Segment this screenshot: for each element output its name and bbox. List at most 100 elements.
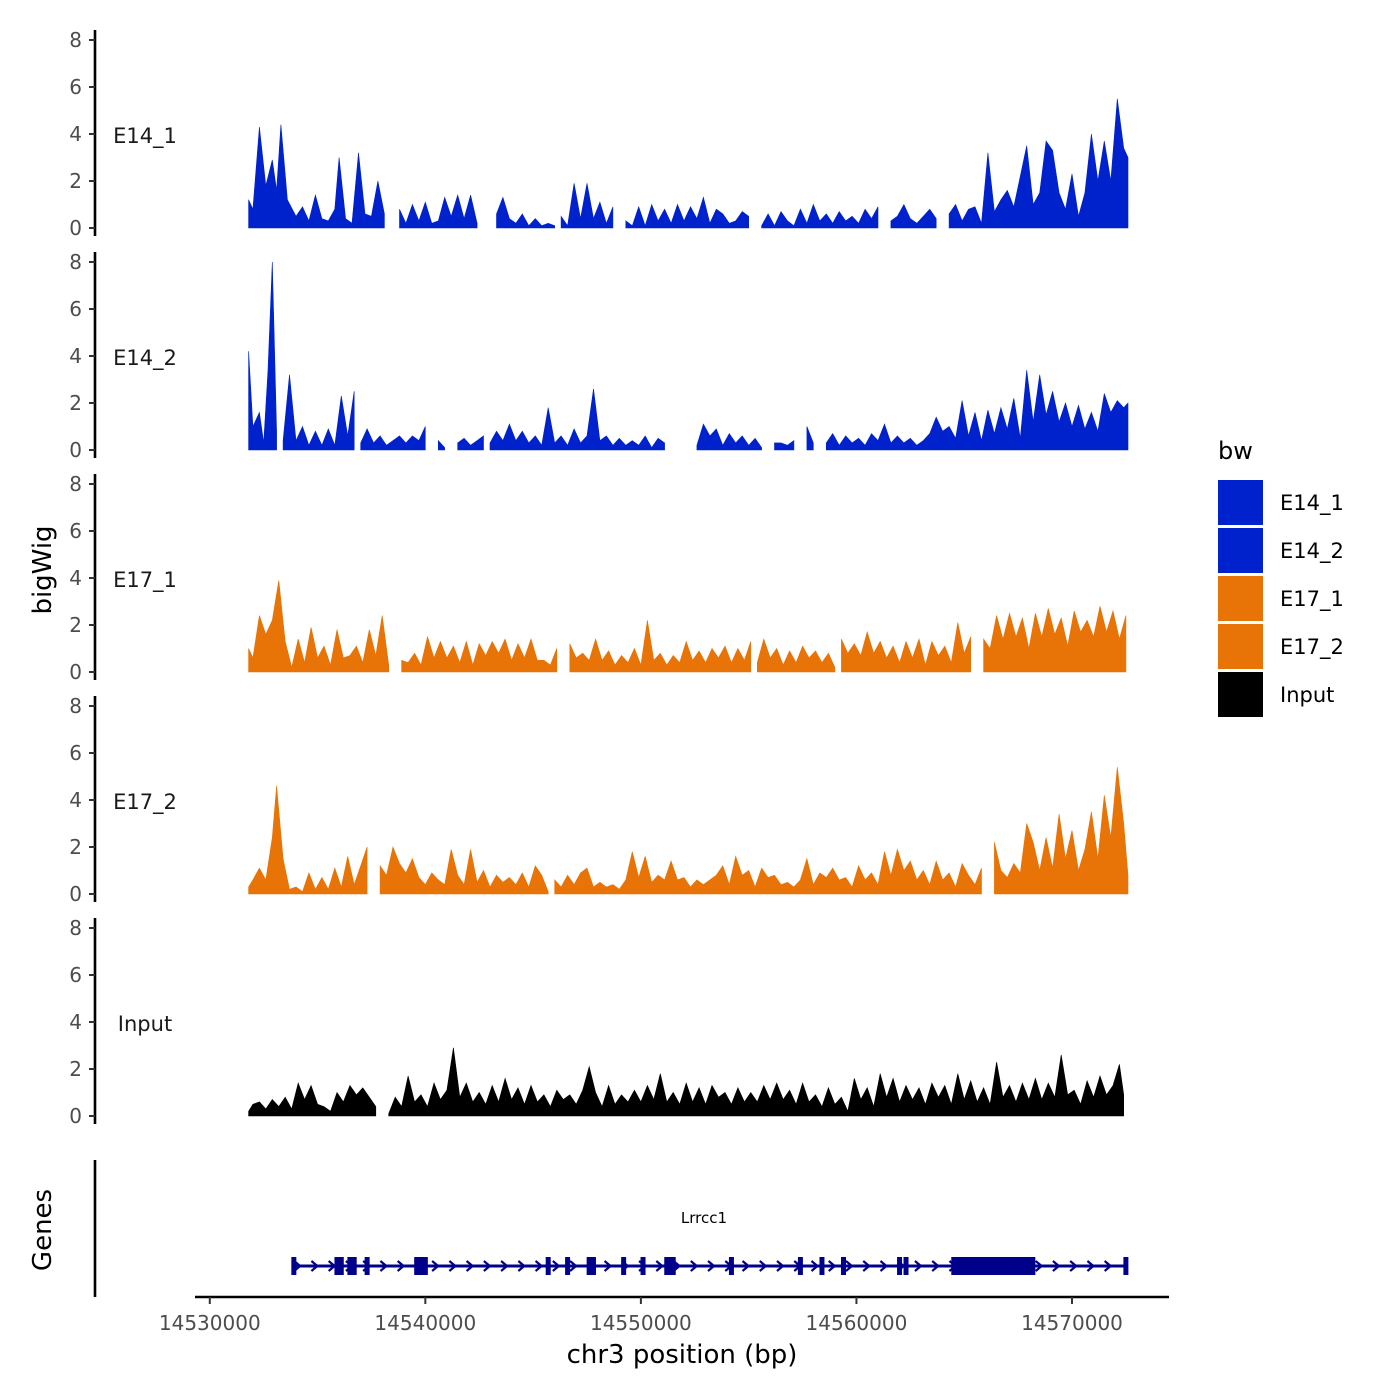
x-axis-title: chr3 position (bp): [567, 1340, 798, 1370]
x-axis: 14530000 14540000 14550000 14560000 14570000: [159, 1295, 1169, 1335]
y-tick-label: 2: [69, 169, 82, 193]
signal-area: [360, 426, 426, 451]
strand-arrow: [379, 1260, 389, 1272]
strand-arrow: [741, 1260, 751, 1272]
strand-arrow: [1052, 1260, 1061, 1272]
exon: [670, 1257, 676, 1275]
y-tick-label: 2: [69, 835, 82, 859]
exon: [1123, 1257, 1129, 1275]
signal-area: [401, 635, 558, 673]
signal-area: [826, 370, 1129, 451]
signal-area: [560, 183, 614, 229]
y-tick-label: 0: [69, 438, 82, 462]
track-E17_1: 0 2 4 6 8 E17_1: [69, 472, 1127, 684]
y-tick-label: 4: [69, 1010, 82, 1034]
strand-arrow: [690, 1260, 699, 1272]
y-tick-label: 8: [69, 916, 82, 940]
exon: [897, 1257, 903, 1275]
signal-area: [841, 622, 971, 673]
exon: [586, 1257, 592, 1275]
strand-arrow: [776, 1260, 785, 1272]
exon: [565, 1257, 571, 1275]
track-label: E17_2: [113, 790, 177, 815]
track-E14_2: 0 2 4 6 8 E14_2: [69, 250, 1129, 462]
y-tick-label: 0: [69, 882, 82, 906]
signal-area: [248, 261, 277, 451]
signal-area: [569, 620, 752, 673]
exon: [621, 1257, 627, 1275]
exon: [797, 1257, 803, 1275]
y-tick-label: 4: [69, 344, 82, 368]
strand-arrow: [879, 1260, 889, 1272]
strand-arrow: [1034, 1260, 1044, 1272]
legend-swatch: [1218, 624, 1263, 669]
legend-label: E14_1: [1280, 491, 1344, 516]
legend-label: E14_2: [1280, 539, 1344, 564]
legend-label: Input: [1280, 683, 1334, 707]
signal-area: [248, 1082, 377, 1117]
strand-arrow: [534, 1260, 544, 1272]
strand-arrow: [828, 1260, 837, 1272]
strand-arrow: [1069, 1260, 1078, 1272]
strand-arrow: [396, 1260, 406, 1272]
y-tick-label: 6: [69, 963, 82, 987]
gene-name-label: Lrrcc1: [681, 1209, 727, 1227]
strand-arrow: [500, 1260, 509, 1272]
y-tick-label: 6: [69, 75, 82, 99]
y-tick-label: 0: [69, 660, 82, 684]
signal-area: [948, 98, 1129, 229]
track-Input: 0 2 4 6 8 Input: [69, 916, 1124, 1128]
legend-swatch: [1218, 576, 1263, 621]
strand-arrow: [517, 1260, 527, 1272]
gene-track: Lrrcc1: [93, 1160, 1129, 1297]
y-tick-label: 8: [69, 250, 82, 274]
track-label: Input: [118, 1012, 172, 1036]
track-label: E17_1: [113, 568, 177, 593]
signal-area: [438, 439, 445, 451]
signal-area: [282, 374, 355, 451]
track-E14_1: 0 2 4 6 8 E14_1: [69, 28, 1129, 240]
exon: [640, 1257, 646, 1275]
x-tick-label: 14560000: [806, 1311, 908, 1335]
signal-area: [806, 426, 814, 451]
exon: [841, 1257, 847, 1275]
y-tick-label: 0: [69, 216, 82, 240]
strand-arrow: [931, 1260, 940, 1272]
signal-tracks: 0 2 4 6 8 E14_1 0 2 4 6 8 E14_2 0 2 4 6 8 E17_1 0 2 4 6 8 E17_2…: [69, 28, 1129, 1128]
exon: [666, 1257, 672, 1275]
strand-arrow: [845, 1260, 854, 1272]
legend-swatch: [1218, 672, 1263, 717]
y-tick-label: 8: [69, 694, 82, 718]
x-tick-label: 14530000: [159, 1311, 261, 1335]
exon: [291, 1257, 297, 1275]
signal-area: [994, 767, 1129, 895]
strand-arrow: [603, 1260, 613, 1272]
exon: [334, 1257, 340, 1275]
strand-arrow: [810, 1260, 820, 1272]
signal-area: [757, 638, 836, 673]
signal-area: [388, 1047, 1124, 1117]
exon: [418, 1257, 424, 1275]
gene-track-title: Genes: [28, 1189, 58, 1271]
coding-block: [951, 1257, 1036, 1275]
legend: bw E14_1 E14_2 E17_1 E17_2 Input: [1218, 437, 1344, 717]
signal-area: [625, 196, 749, 229]
exon: [728, 1257, 734, 1275]
y-tick-label: 4: [69, 566, 82, 590]
strand-arrow: [759, 1260, 768, 1272]
y-tick-label: 0: [69, 1104, 82, 1128]
track-label: E14_2: [113, 346, 177, 371]
exon: [338, 1257, 344, 1275]
signal-area: [554, 848, 982, 895]
strand-arrow: [465, 1260, 475, 1272]
strand-arrow: [448, 1260, 458, 1272]
y-axis-title: bigWig: [28, 525, 58, 614]
legend-label: E17_1: [1280, 587, 1344, 612]
exon: [347, 1257, 353, 1275]
x-tick-label: 14540000: [374, 1311, 476, 1335]
exon: [414, 1257, 420, 1275]
y-tick-label: 8: [69, 472, 82, 496]
legend-title: bw: [1218, 437, 1253, 465]
exon: [545, 1257, 551, 1275]
